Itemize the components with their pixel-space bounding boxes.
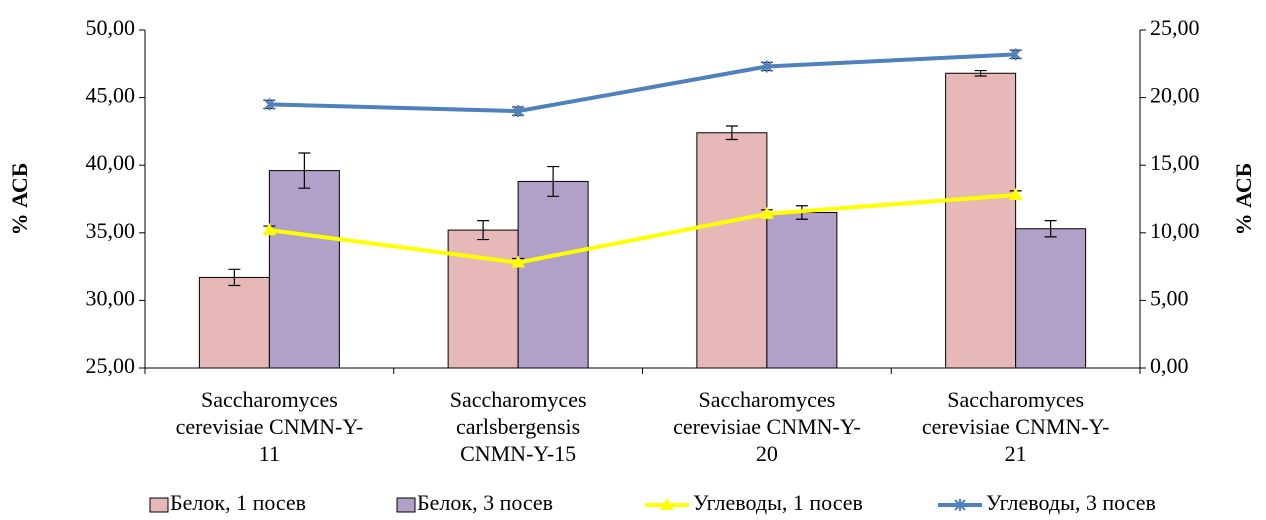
x-tick-label: Saccharomyces cerevisiae CNMN-Y-20: [673, 387, 861, 466]
bar: [517, 180, 589, 369]
legend-label: Углеводы, 1 посев: [693, 490, 863, 515]
error-bar: [1044, 220, 1057, 238]
bar: [1015, 228, 1087, 369]
marker: [954, 499, 966, 511]
bar: [766, 212, 838, 369]
legend-swatch: [396, 497, 416, 513]
bar: [198, 276, 270, 369]
y2-tick-label: 5,00: [1150, 285, 1189, 310]
y2-tick-label: 15,00: [1150, 150, 1200, 175]
marker: [761, 60, 773, 73]
line: [269, 192, 1016, 265]
y-tick-label: 25,00: [86, 353, 136, 378]
marker: [1008, 187, 1023, 200]
bar: [268, 170, 340, 369]
marker: [512, 105, 524, 118]
error-bar: [725, 125, 738, 141]
y-tick-label: 50,00: [86, 15, 136, 40]
marker: [511, 255, 526, 268]
legend-label: Белок, 1 посев: [170, 490, 306, 515]
bar: [696, 132, 768, 369]
error-bar: [477, 220, 490, 241]
y2-tick-label: 0,00: [1150, 353, 1189, 378]
line: [269, 52, 1016, 114]
marker: [660, 498, 674, 510]
bar: [447, 229, 519, 369]
x-tick-label: Saccharomyces cerevisiae CNMN-Y-21: [921, 387, 1110, 466]
y2-tick-label: 25,00: [1150, 15, 1200, 40]
legend-label: Углеводы, 3 посев: [986, 490, 1156, 515]
y-tick-label: 30,00: [86, 285, 136, 310]
marker: [262, 223, 277, 236]
x-tick-label: Saccharomyces carlsbergensis CNMN-Y-15: [449, 387, 587, 466]
error-bar: [228, 268, 241, 287]
y2-axis-title: % АСБ: [1231, 163, 1256, 236]
y-tick-label: 40,00: [86, 150, 136, 175]
error-bar: [974, 69, 987, 77]
y-axis-title: % АСБ: [7, 163, 32, 236]
legend-label: Белок, 3 посев: [417, 490, 553, 515]
error-bar: [298, 152, 311, 189]
bar: [945, 72, 1017, 369]
y2-tick-label: 20,00: [1150, 83, 1200, 108]
marker: [759, 206, 774, 219]
x-tick-label: Saccharomyces cerevisiae CNMN-Y-11: [175, 387, 364, 466]
error-bar: [547, 165, 560, 197]
legend-swatch: [149, 497, 169, 513]
y-tick-label: 45,00: [86, 83, 136, 108]
y-tick-label: 35,00: [86, 218, 136, 243]
y2-tick-label: 10,00: [1150, 218, 1200, 243]
marker: [263, 98, 276, 111]
marker: [1009, 48, 1022, 61]
